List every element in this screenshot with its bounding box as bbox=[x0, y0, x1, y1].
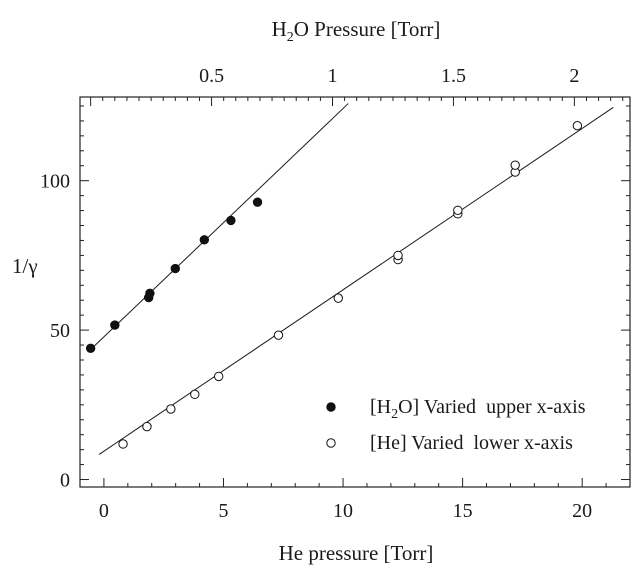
legend-name-prefix: [H bbox=[370, 396, 391, 418]
top-tick-label: 0.5 bbox=[199, 65, 224, 87]
he-data-point bbox=[142, 421, 152, 432]
top-axis-title-prefix: H bbox=[272, 17, 287, 41]
he-data-point bbox=[213, 371, 224, 382]
legend-label-series-1: [He] Varied lower x-axis bbox=[370, 432, 573, 454]
top-axis-title-suffix: O Pressure [Torr] bbox=[294, 17, 441, 41]
top-tick-label: 1.5 bbox=[441, 65, 466, 87]
legend-label-series-0: [H2O] Varied upper x-axis bbox=[370, 396, 586, 422]
top-tick-label: 1 bbox=[328, 65, 338, 87]
h2o-data-point bbox=[170, 263, 180, 274]
y-tick-label: 50 bbox=[50, 320, 70, 342]
top-axis-title-subscript: 2 bbox=[287, 30, 294, 45]
top-tick-label: 2 bbox=[569, 65, 579, 87]
h2o-data-point bbox=[145, 288, 155, 299]
legend-name-suffix: O] Varied bbox=[398, 396, 476, 418]
he-data-point bbox=[333, 293, 343, 303]
he-data-point bbox=[166, 404, 176, 414]
plot-frame bbox=[79, 96, 631, 488]
he-data-point bbox=[118, 439, 128, 449]
legend-axis-note: lower x-axis bbox=[473, 432, 573, 454]
he-data-point bbox=[453, 205, 463, 215]
legend-name-subscript: 2 bbox=[391, 407, 398, 422]
h2o-data-point bbox=[226, 215, 236, 226]
legend-axis-note: upper x-axis bbox=[486, 396, 586, 418]
fit-line-series-0 bbox=[90, 103, 349, 350]
bottom-tick-label: 20 bbox=[572, 500, 592, 522]
he-data-point bbox=[273, 330, 284, 340]
legend-filled-circle-marker bbox=[326, 402, 336, 412]
legend-open-circle-marker bbox=[326, 438, 336, 448]
bottom-tick-label: 15 bbox=[453, 500, 473, 522]
bottom-tick-label: 0 bbox=[99, 500, 109, 522]
he-data-point bbox=[510, 160, 520, 170]
h2o-data-point bbox=[85, 343, 96, 354]
he-data-point bbox=[572, 120, 583, 131]
top-axis-title: H2O Pressure [Torr] bbox=[272, 17, 441, 45]
y-tick-label: 100 bbox=[40, 171, 70, 193]
bottom-tick-label: 10 bbox=[333, 500, 353, 522]
bottom-tick-label: 5 bbox=[218, 500, 228, 522]
bottom-axis-title: He pressure [Torr] bbox=[279, 541, 434, 565]
h2o-data-point bbox=[252, 197, 263, 207]
h2o-data-point bbox=[110, 320, 120, 330]
he-data-point bbox=[393, 250, 403, 261]
fit-line-series-1 bbox=[98, 107, 614, 455]
y-axis-title: 1/γ bbox=[12, 254, 38, 278]
legend-name-prefix: [He] Varied bbox=[370, 432, 463, 454]
y-tick-label: 0 bbox=[60, 470, 70, 492]
h2o-data-point bbox=[199, 235, 210, 245]
he-data-point bbox=[190, 389, 200, 400]
